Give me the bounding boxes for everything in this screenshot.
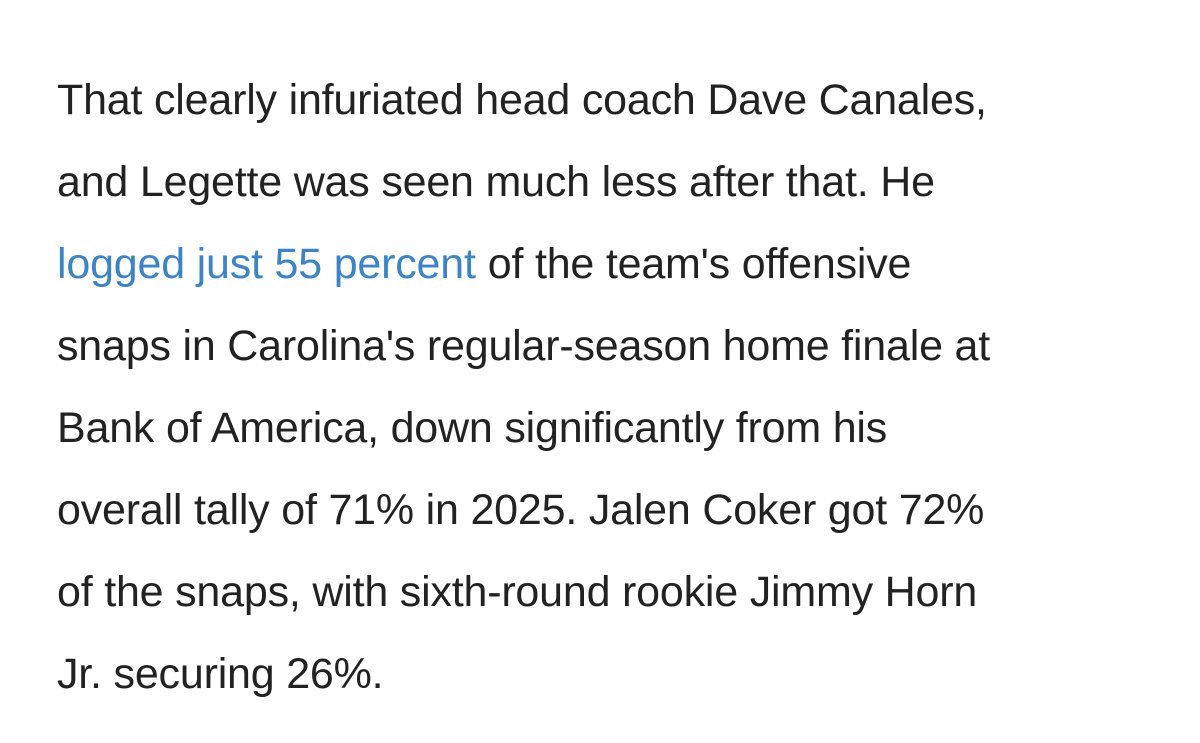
text-line: logged just 55 percent of the team's offe… [57, 223, 1200, 305]
text-line: and Legette was seen much less after tha… [57, 158, 935, 206]
text-line: That clearly infuriated head coach Dave … [57, 76, 987, 124]
text-line: Bank of America, down significantly from… [57, 404, 888, 452]
text-line: snaps in Carolina's regular-season home … [57, 322, 990, 370]
text-line: of the snaps, with sixth-round rookie Ji… [57, 568, 978, 616]
inline-link[interactable]: logged just 55 percent [57, 240, 476, 288]
text-segment: of the team's offensive [487, 240, 912, 288]
text-line: overall tally of 71% in 2025. Jalen Coke… [57, 486, 985, 534]
text-line: Jr. securing 26%. [57, 650, 384, 698]
